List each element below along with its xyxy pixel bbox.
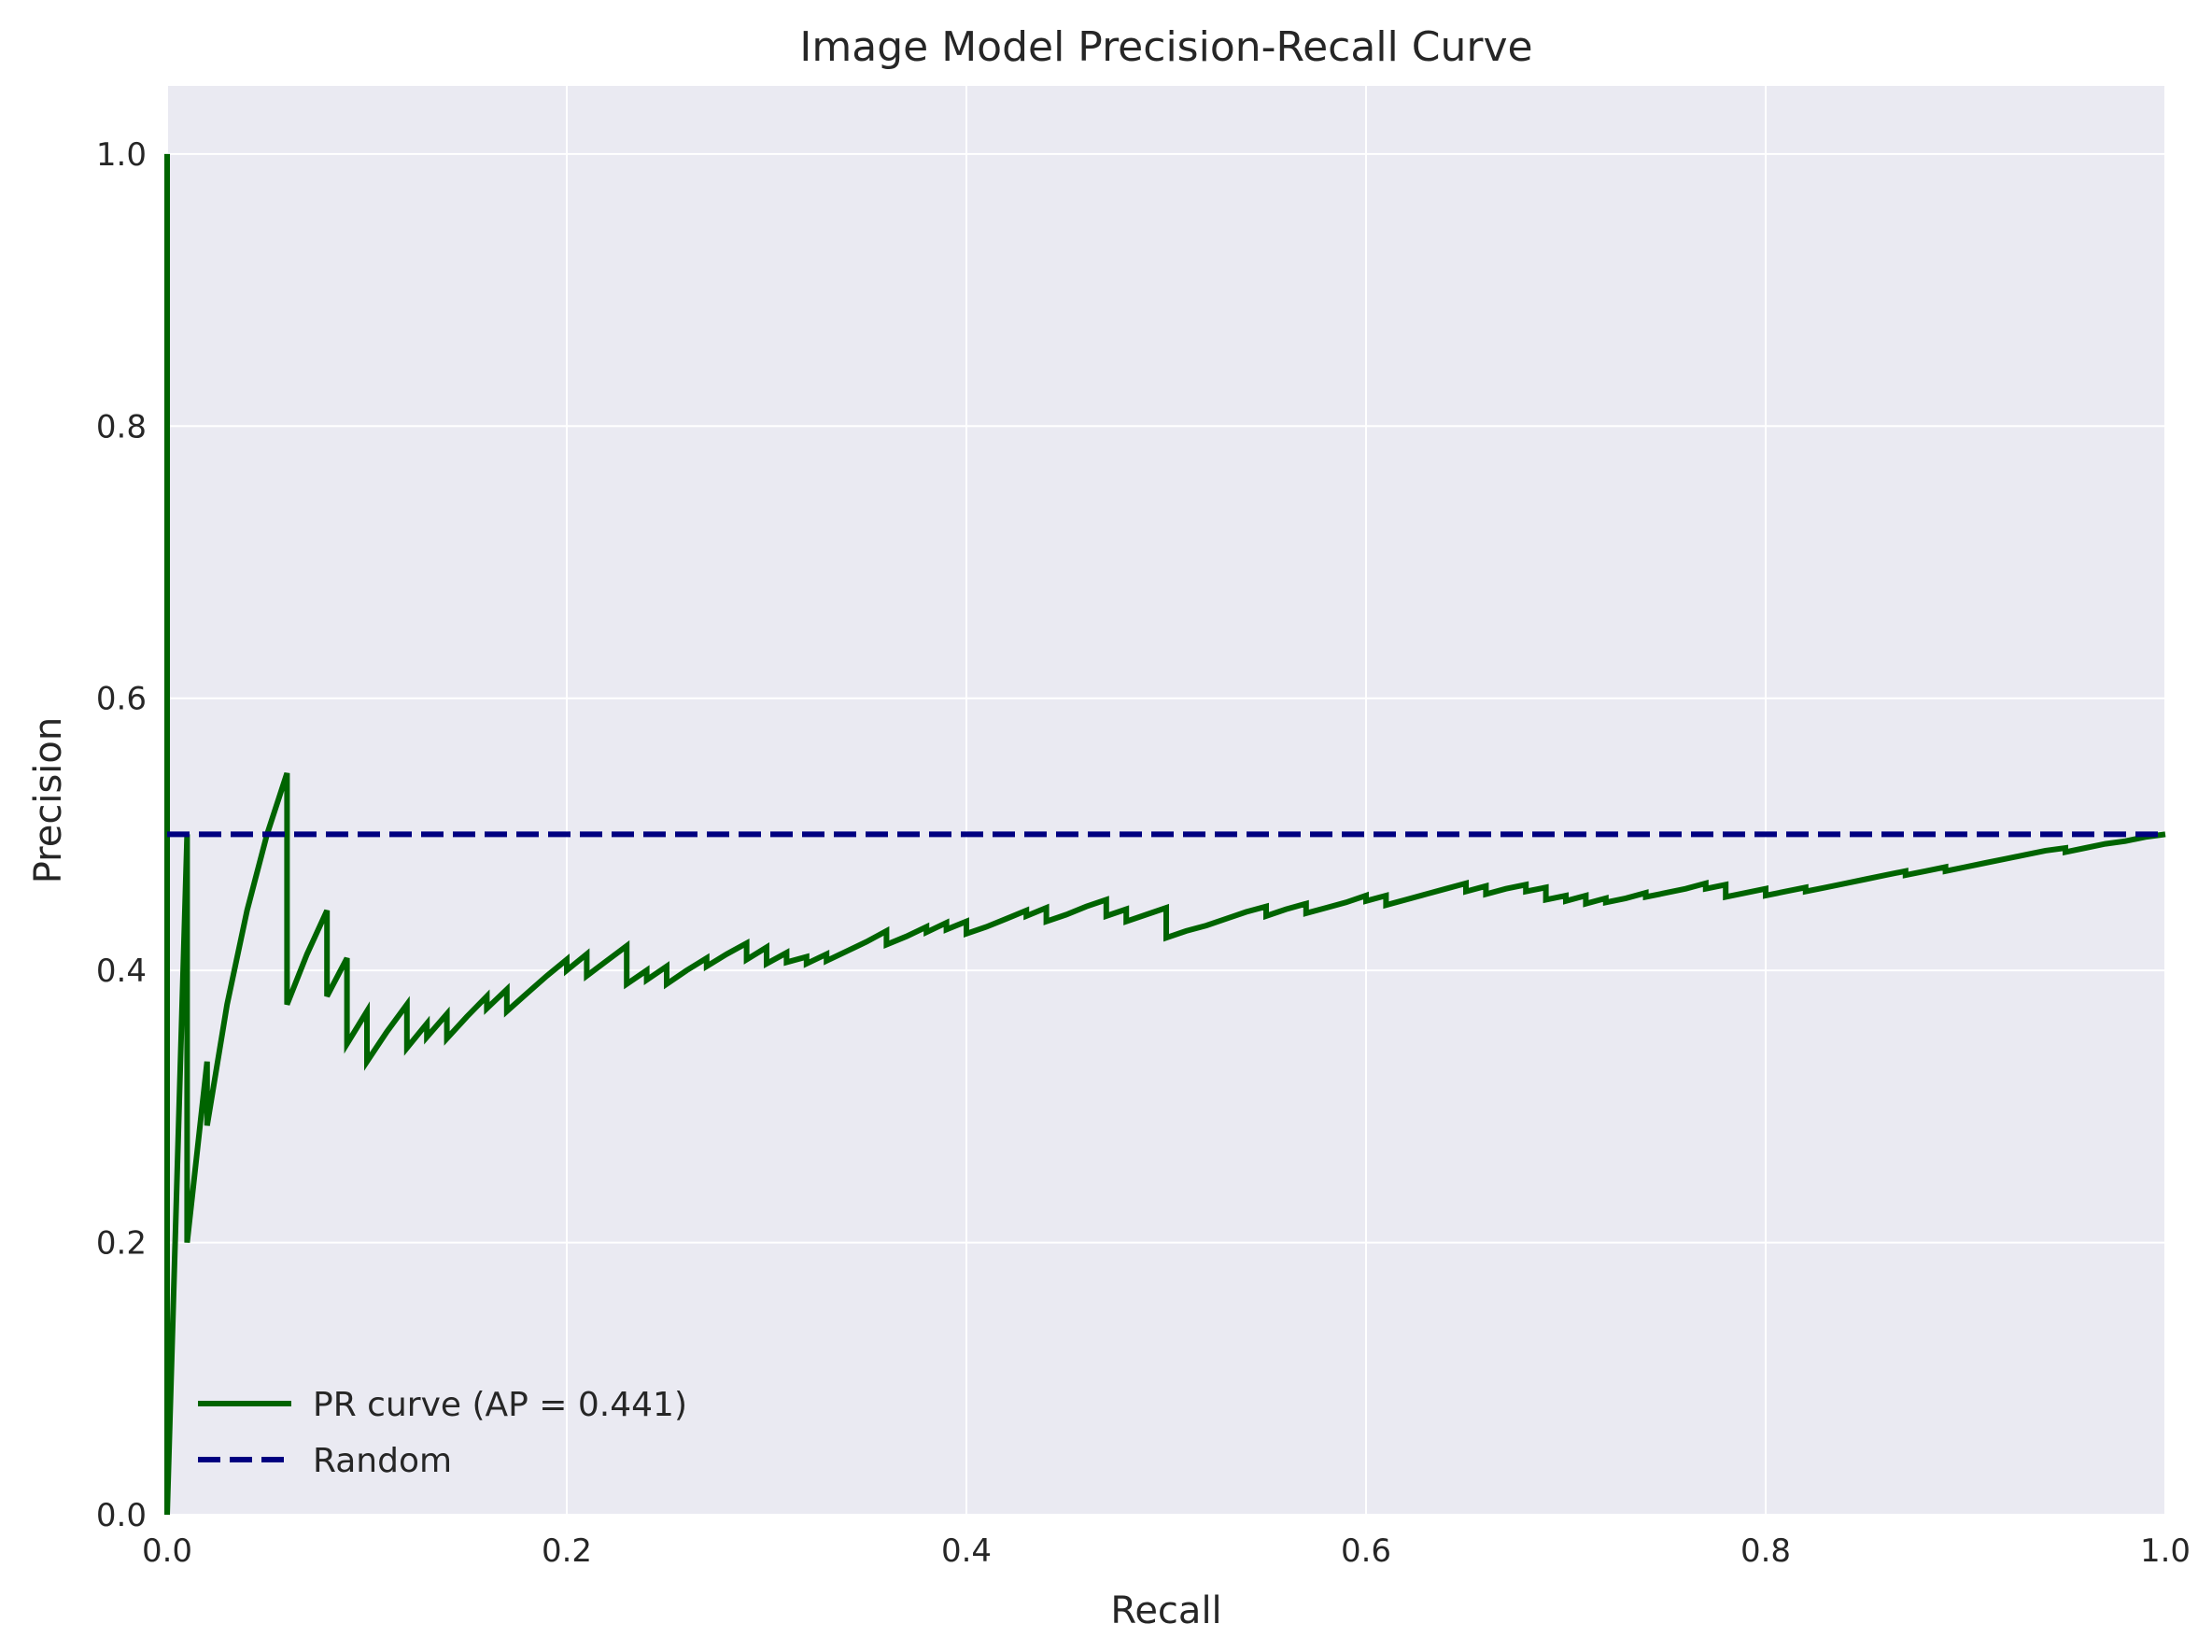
series-line-pr-curve bbox=[164, 153, 2166, 1516]
y-tick-label: 0.4 bbox=[96, 953, 147, 990]
x-axis-label: Recall bbox=[1110, 1589, 1221, 1632]
y-tick-label: 0.2 bbox=[96, 1225, 147, 1263]
x-tick-label: 0.4 bbox=[941, 1532, 992, 1570]
y-tick-label: 0.8 bbox=[96, 408, 147, 445]
series-layer bbox=[164, 153, 2166, 1516]
x-tick-label: 0.2 bbox=[542, 1532, 592, 1570]
chart-title: Image Model Precision-Recall Curve bbox=[799, 23, 1532, 71]
plot-area bbox=[167, 86, 2165, 1515]
x-tick-label: 0.0 bbox=[142, 1532, 192, 1570]
x-tick-label: 1.0 bbox=[2140, 1532, 2191, 1570]
legend: PR curve (AP = 0.441) Random bbox=[198, 1386, 687, 1480]
y-axis-label: Precision bbox=[27, 717, 70, 883]
legend-label-pr-curve: PR curve (AP = 0.441) bbox=[313, 1386, 687, 1424]
legend-label-random: Random bbox=[313, 1442, 452, 1480]
x-tick-label: 0.6 bbox=[1341, 1532, 1391, 1570]
y-tick-label: 0.6 bbox=[96, 681, 147, 718]
y-tick-label: 1.0 bbox=[96, 136, 147, 174]
x-tick-label: 0.8 bbox=[1740, 1532, 1791, 1570]
grid bbox=[166, 86, 2166, 1516]
tick-labels: 0.0 0.2 0.4 0.6 0.8 1.0 0.0 0.2 0.4 0.6 0.8 1.0 bbox=[96, 136, 2191, 1570]
y-tick-label: 0.0 bbox=[96, 1497, 147, 1534]
